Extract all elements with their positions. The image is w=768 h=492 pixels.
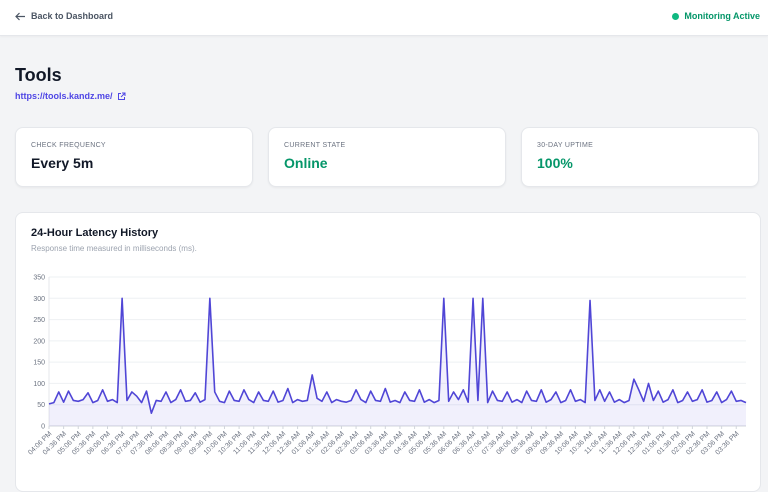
site-url[interactable]: https://tools.kandz.me/: [15, 91, 126, 101]
chart: 24-Hour Latency History Response time me…: [27, 227, 747, 457]
stat-label: 30-DAY UPTIME: [537, 142, 594, 149]
chart-card: 24-Hour Latency History Response time me…: [15, 212, 761, 492]
stat-value: Every 5m: [31, 155, 94, 171]
y-tick-label: 350: [33, 275, 45, 282]
chart-subtitle: Response time measured in milliseconds (…: [31, 244, 197, 253]
chart-title: 24-Hour Latency History: [31, 227, 159, 239]
y-tick-label: 0: [41, 424, 45, 431]
stat-value: 100%: [537, 155, 573, 171]
monitoring-status: Monitoring Active: [672, 11, 760, 21]
y-tick-label: 200: [33, 338, 45, 345]
status-dot: [672, 12, 680, 20]
site-url-text[interactable]: https://tools.kandz.me/: [15, 91, 113, 101]
stat-card: CHECK FREQUENCY Every 5m: [15, 127, 253, 187]
back-text[interactable]: Back to Dashboard: [31, 11, 114, 21]
status-text: Monitoring Active: [684, 11, 760, 21]
y-tick-label: 50: [37, 402, 45, 409]
top-bar: Back to Dashboard Monitoring Active: [0, 0, 768, 36]
back-arrow-icon: [15, 12, 25, 20]
site-name: Tools: [15, 65, 62, 85]
stat-label: CURRENT STATE: [284, 142, 346, 149]
stat-label: CHECK FREQUENCY: [31, 142, 106, 149]
y-tick-label: 250: [33, 317, 45, 324]
y-tick-label: 150: [33, 360, 45, 367]
stat-card: CURRENT STATE Online: [268, 127, 506, 187]
stat-value: Online: [284, 155, 328, 171]
back-link[interactable]: Back to Dashboard: [15, 11, 113, 21]
y-tick-label: 100: [33, 381, 45, 388]
stat-card: 30-DAY UPTIME 100%: [521, 127, 759, 187]
external-link-icon: [117, 92, 126, 100]
latency-line: [48, 297, 747, 415]
y-tick-label: 300: [33, 296, 45, 303]
